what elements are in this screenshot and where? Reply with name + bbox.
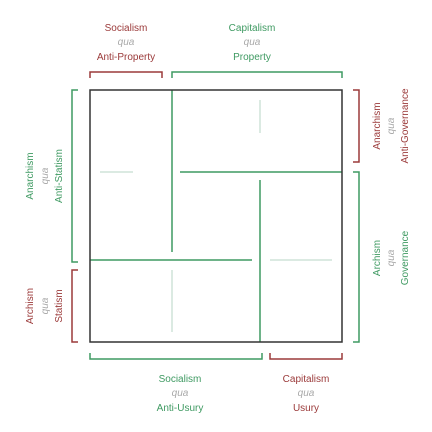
label-qua: qua [40, 297, 51, 314]
label-left-lower: Archism qua Statism [25, 288, 65, 324]
label-qua: qua [298, 388, 315, 399]
label-bottom-right: Capitalism qua Usury [283, 374, 330, 414]
faint-guides [100, 100, 332, 332]
bracket-bottom-right [269, 353, 343, 360]
label-bottom-left: Socialism qua Anti-Usury [157, 374, 204, 414]
brackets [71, 71, 360, 360]
label-basis: Statism [54, 289, 65, 322]
label-term: Anarchism [25, 152, 36, 199]
label-basis: Usury [293, 403, 319, 414]
label-term: Archism [372, 240, 383, 276]
label-qua: qua [40, 167, 51, 184]
bracket-top-right [171, 71, 343, 78]
label-term: Archism [25, 288, 36, 324]
label-term: Anarchism [372, 102, 383, 149]
label-term: Socialism [105, 23, 148, 34]
label-basis: Property [233, 52, 271, 63]
label-basis: Anti-Property [97, 52, 155, 63]
outer-frame [89, 89, 343, 343]
label-right-lower: Archism qua Governance [372, 230, 411, 285]
label-term: Socialism [159, 374, 202, 385]
label-basis: Governance [400, 230, 411, 285]
label-qua: qua [244, 37, 261, 48]
bracket-right-upper [353, 89, 360, 163]
bracket-right-lower [353, 171, 360, 343]
label-qua: qua [386, 117, 397, 134]
bracket-top-left [89, 71, 163, 78]
label-left-upper: Anarchism qua Anti-Statism [25, 149, 65, 203]
label-qua: qua [118, 37, 135, 48]
label-top-left: Socialism qua Anti-Property [97, 23, 155, 63]
label-term: Capitalism [283, 374, 330, 385]
bracket-bottom-left [89, 353, 263, 360]
label-qua: qua [172, 388, 189, 399]
label-basis: Anti-Statism [54, 149, 65, 203]
label-basis: Anti-Governance [400, 88, 411, 163]
partition-lines [90, 90, 342, 342]
label-right-upper: Anarchism qua Anti-Governance [372, 88, 411, 163]
bracket-left-lower [71, 269, 78, 343]
label-qua: qua [386, 249, 397, 266]
label-basis: Anti-Usury [157, 403, 204, 414]
label-top-right: Capitalism qua Property [229, 23, 276, 63]
label-term: Capitalism [229, 23, 276, 34]
bracket-left-upper [71, 89, 78, 263]
